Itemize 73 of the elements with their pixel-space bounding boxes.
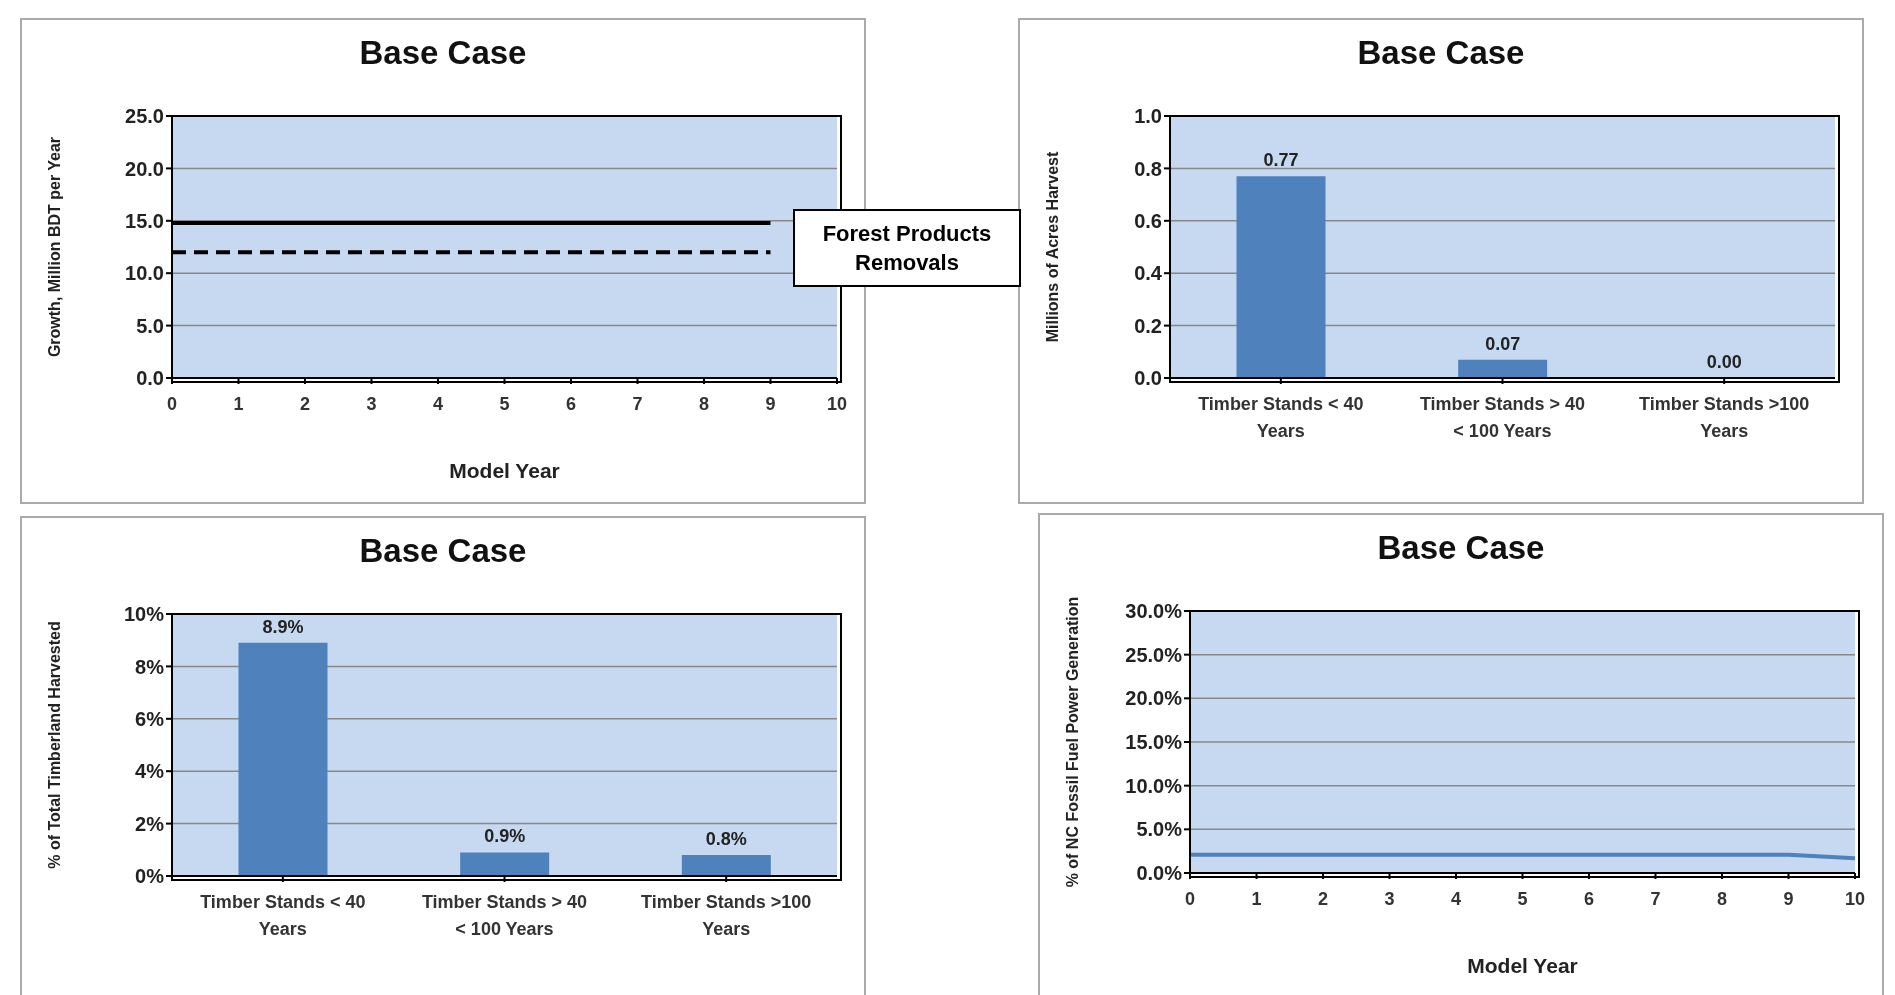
data-label: 0.00 [1706,351,1742,372]
x-tick-label: 7 [632,394,643,414]
y-tick-label: 5.0 [136,314,164,337]
y-tick-label: 1.0 [1134,105,1162,128]
y-tick-label: 10.0 [125,262,164,285]
chart-title: Base Case [1376,529,1546,567]
y-tick-label: 20.0% [1125,687,1183,710]
x-tick-label: 1 [1251,889,1262,909]
y-tick-label: 0.0 [1134,367,1162,390]
x-tick-label: 9 [765,394,776,414]
data-label: 0.8% [705,829,747,850]
chart-title: Base Case [358,532,528,570]
y-tick-label: 0.8 [1134,157,1162,180]
y-tick-label: 0% [135,865,165,888]
x-tick-label: Timber Stands < 40 Years [1198,394,1364,441]
x-tick-label: Timber Stands >100 Years [1639,394,1810,441]
x-tick-label: 4 [432,394,444,414]
x-tick-label: 3 [1384,889,1395,909]
x-tick-label: Timber Stands > 40 < 100 Years [1419,394,1586,441]
y-tick-label: 5.0% [1136,818,1183,841]
data-label: 0.9% [484,826,526,847]
x-tick-label: Timber Stands >100 Years [641,892,812,939]
x-tick-label: 10 [826,394,848,414]
x-tick-label: 6 [1583,889,1595,909]
x-tick-label: 8 [698,394,710,414]
x-axis-title: Model Year [1467,954,1578,977]
x-tick-label: 0 [166,394,178,414]
x-tick-label: 7 [1650,889,1661,909]
y-tick-label: 0.6 [1134,209,1162,232]
y-tick-label: 25.0 [125,105,164,128]
y-tick-label: 0.2 [1134,314,1162,337]
x-tick-label: 10 [1844,889,1866,909]
data-label: 0.77 [1263,150,1299,171]
y-tick-label: 0.0 [136,367,164,390]
bar [238,642,328,876]
annotation: Forest Products Removals [793,209,1021,287]
y-axis-title: Millions of Acres Harvest [1043,151,1061,343]
y-axis-title: Growth, Million BDT per Year [45,136,63,358]
y-tick-label: 20.0 [125,157,164,180]
y-tick-label: 10% [123,603,165,626]
x-tick-label: 0 [1184,889,1196,909]
x-tick-label: 6 [565,394,577,414]
y-tick-label: 10.0% [1125,774,1183,797]
x-tick-label: 3 [366,394,377,414]
data-label: 0.07 [1485,333,1521,354]
y-tick-label: 25.0% [1125,643,1183,666]
y-axis-title: % of Total Timberland Harvested [45,621,63,869]
x-tick-label: 5 [1517,889,1528,909]
y-tick-label: 0.0% [1136,862,1183,885]
x-axis-title: Model Year [449,459,560,482]
y-axis-title: % of NC Fossil Fuel Power Generation [1063,596,1081,888]
y-tick-label: 15.0 [125,209,164,232]
x-tick-label: Timber Stands > 40 < 100 Years [421,892,588,939]
y-tick-label: 8% [135,655,165,678]
y-tick-label: 0.4 [1134,262,1163,285]
x-tick-label: 9 [1783,889,1794,909]
y-tick-label: 2% [135,812,165,835]
x-tick-label: Timber Stands < 40 Years [200,892,366,939]
bar [460,852,550,876]
x-tick-label: 2 [299,394,311,414]
x-tick-label: 2 [1317,889,1329,909]
chart-title: Base Case [1356,34,1526,72]
y-tick-label: 4% [135,760,165,783]
data-label: 8.9% [262,616,304,637]
x-tick-label: 5 [499,394,510,414]
y-tick-label: 30.0% [1125,600,1183,623]
x-tick-label: 8 [1716,889,1728,909]
x-tick-label: 1 [233,394,244,414]
y-tick-label: 6% [135,707,165,730]
chart-title: Base Case [358,34,528,72]
x-tick-label: 4 [1450,889,1462,909]
y-tick-label: 15.0% [1125,731,1183,754]
bar [681,855,771,876]
